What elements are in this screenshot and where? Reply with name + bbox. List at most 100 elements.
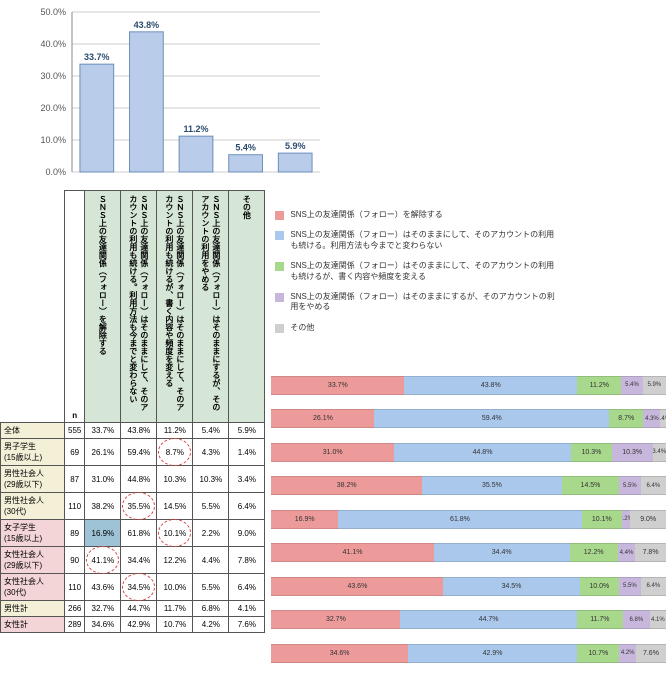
row-label: 全体: [1, 423, 65, 439]
stacked-segment: 4.4%: [618, 543, 635, 562]
stacked-segment: 5.5%: [619, 577, 641, 596]
table-cell-n: 110: [65, 493, 85, 520]
stacked-segment: 5.9%: [643, 376, 666, 395]
table-cell: 35.5%: [121, 493, 157, 520]
stacked-segment: 10.3%: [571, 443, 612, 462]
row-label: 男性社会人(29歳以下): [1, 466, 65, 493]
stacked-segment: 10.3%: [612, 443, 653, 462]
stacked-segment: 10.1%: [582, 510, 622, 529]
stacked-segment: 34.5%: [443, 577, 579, 596]
table-cell: 5.5%: [193, 493, 229, 520]
stacked-segment: 38.2%: [271, 476, 422, 495]
table-cell: 2.2%: [193, 520, 229, 547]
stacked-bar-row: 34.6%42.9%10.7%4.2%7.6%: [271, 644, 666, 663]
legend-item: SNS上の友達関係（フォロー）はそのままにするが、そのアカウントの利用をやめる: [275, 292, 662, 313]
table-cell: 6.4%: [229, 493, 265, 520]
table-cell: 10.3%: [157, 466, 193, 493]
stacked-segment: 2.2%: [622, 510, 631, 529]
legend: SNS上の友達関係（フォロー）を解除する SNS上の友達関係（フォロー）はそのまま…: [265, 190, 672, 353]
table-cell: 10.7%: [157, 617, 193, 633]
stacked-bar-row: 26.1%59.4%8.7%4.3%1.4%: [271, 409, 666, 428]
legend-label: その他: [290, 323, 314, 333]
table-cell: 4.2%: [193, 617, 229, 633]
data-table: nＳＮＳ上の友達関係（フォロー）を解除するＳＮＳ上の友達関係（フォロー）はそのま…: [0, 190, 265, 633]
table-cell: 4.1%: [229, 601, 265, 617]
svg-text:5.9%: 5.9%: [285, 141, 306, 151]
table-cell: 31.0%: [85, 466, 121, 493]
table-cell: 1.4%: [229, 439, 265, 466]
bar-chart: 0.0%10.0%20.0%30.0%40.0%50.0%33.7%43.8%1…: [0, 0, 672, 190]
stacked-segment: 7.6%: [636, 644, 666, 663]
stacked-segment: 42.9%: [408, 644, 577, 663]
svg-text:20.0%: 20.0%: [40, 103, 66, 113]
table-cell: 42.9%: [121, 617, 157, 633]
table-cell-n: 87: [65, 466, 85, 493]
table-cell-n: 289: [65, 617, 85, 633]
table-cell: 10.3%: [193, 466, 229, 493]
stacked-segment: 11.2%: [577, 376, 621, 395]
table-cell-n: 90: [65, 547, 85, 574]
table-cell-n: 555: [65, 423, 85, 439]
stacked-segment: 8.7%: [609, 409, 643, 428]
row-label: 女性社会人(29歳以下): [1, 547, 65, 574]
table-header: [1, 191, 65, 423]
legend-swatch: [275, 231, 284, 240]
stacked-segment: 4.2%: [619, 644, 636, 663]
svg-text:10.0%: 10.0%: [40, 135, 66, 145]
stacked-segment: 5.4%: [621, 376, 642, 395]
table-cell-n: 110: [65, 574, 85, 601]
legend-item: SNS上の友達関係（フォロー）を解除する: [275, 210, 662, 220]
table-cell: 34.6%: [85, 617, 121, 633]
table-cell: 59.4%: [121, 439, 157, 466]
stacked-segment: 5.5%: [619, 476, 641, 495]
bar-chart-svg: 0.0%10.0%20.0%30.0%40.0%50.0%33.7%43.8%1…: [10, 4, 330, 184]
table-header: その他: [229, 191, 265, 423]
stacked-segment: 4.3%: [643, 409, 660, 428]
table-cell: 3.4%: [229, 466, 265, 493]
stacked-segment: 7.8%: [635, 543, 666, 562]
stacked-segment: 34.6%: [271, 644, 408, 663]
stacked-segment: 35.5%: [422, 476, 562, 495]
stacked-segment: 61.8%: [338, 510, 582, 529]
row-label: 女子学生(15歳以上): [1, 520, 65, 547]
row-label: 男性計: [1, 601, 65, 617]
stacked-segment: 16.9%: [271, 510, 338, 529]
stacked-segment: 9.0%: [630, 510, 666, 529]
table-cell: 14.5%: [157, 493, 193, 520]
stacked-segment: 12.2%: [570, 543, 618, 562]
table-cell: 44.8%: [121, 466, 157, 493]
table-cell: 5.4%: [193, 423, 229, 439]
table-cell: 10.0%: [157, 574, 193, 601]
table-cell: 6.8%: [193, 601, 229, 617]
row-label: 女性社会人(30代): [1, 574, 65, 601]
svg-text:40.0%: 40.0%: [40, 39, 66, 49]
stacked-segment: 31.0%: [271, 443, 394, 462]
stacked-segment: 34.4%: [434, 543, 570, 562]
table-cell: 4.3%: [193, 439, 229, 466]
row-label: 女性計: [1, 617, 65, 633]
table-header: ＳＮＳ上の友達関係（フォロー）はそのままにして、そのアカウントの利用も続ける。利…: [121, 191, 157, 423]
legend-label: SNS上の友達関係（フォロー）はそのままにして、そのアカウントの利用も続ける。利…: [290, 230, 560, 251]
stacked-bar-row: 38.2%35.5%14.5%5.5%6.4%: [271, 476, 666, 495]
table-cell: 26.1%: [85, 439, 121, 466]
legend-label: SNS上の友達関係（フォロー）を解除する: [290, 210, 442, 220]
table-cell: 12.2%: [157, 547, 193, 574]
stacked-segment: 3.4%: [653, 443, 666, 462]
stacked-segment: 14.5%: [562, 476, 619, 495]
table-cell-n: 266: [65, 601, 85, 617]
table-cell: 41.1%: [85, 547, 121, 574]
svg-text:33.7%: 33.7%: [84, 52, 110, 62]
stacked-segment: 41.1%: [271, 543, 433, 562]
table-cell: 32.7%: [85, 601, 121, 617]
stacked-segment: 10.7%: [577, 644, 619, 663]
stacked-segment: 6.4%: [641, 476, 666, 495]
table-cell: 8.7%: [157, 439, 193, 466]
table-cell: 43.6%: [85, 574, 121, 601]
table-header: ＳＮＳ上の友達関係（フォロー）を解除する: [85, 191, 121, 423]
table-header: n: [65, 191, 85, 423]
stacked-bar-row: 33.7%43.8%11.2%5.4%5.9%: [271, 376, 666, 395]
table-cell: 7.8%: [229, 547, 265, 574]
table-header: ＳＮＳ上の友達関係（フォロー）はそのままにして、そのアカウントの利用も続けるが、…: [157, 191, 193, 423]
table-cell: 34.4%: [121, 547, 157, 574]
table-header: ＳＮＳ上の友達関係（フォロー）はそのままにするが、そのアカウントの利用をやめる: [193, 191, 229, 423]
